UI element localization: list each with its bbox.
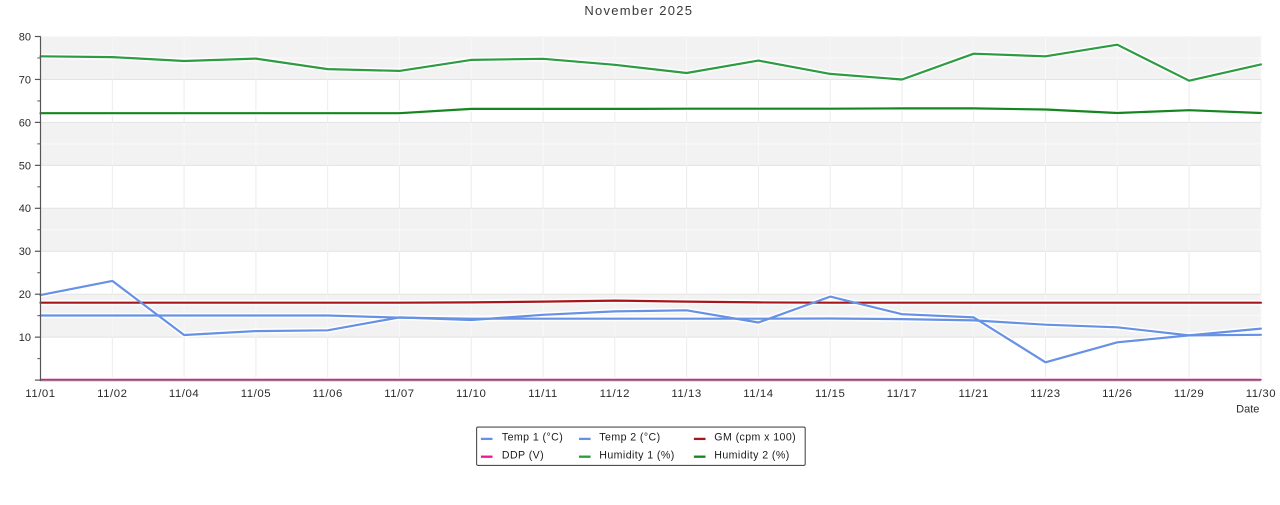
svg-text:November 2025: November 2025	[584, 3, 693, 18]
svg-text:11/05: 11/05	[241, 388, 271, 400]
svg-text:10: 10	[19, 332, 31, 344]
svg-text:11/07: 11/07	[384, 388, 414, 400]
svg-text:11/29: 11/29	[1174, 388, 1204, 400]
svg-text:11/30: 11/30	[1246, 388, 1276, 400]
svg-text:Temp 1 (°C): Temp 1 (°C)	[502, 432, 563, 444]
svg-text:DDP (V): DDP (V)	[502, 450, 544, 462]
svg-text:70: 70	[19, 74, 31, 86]
svg-text:GM (cpm x 100): GM (cpm x 100)	[714, 432, 796, 444]
svg-text:11/23: 11/23	[1030, 388, 1060, 400]
svg-text:Temp 2 (°C): Temp 2 (°C)	[599, 432, 660, 444]
svg-text:80: 80	[19, 31, 31, 43]
svg-text:20: 20	[19, 289, 31, 301]
svg-text:40: 40	[19, 203, 31, 215]
svg-text:Date: Date	[1236, 404, 1259, 416]
svg-text:11/04: 11/04	[169, 388, 199, 400]
svg-text:30: 30	[19, 246, 31, 258]
svg-text:11/06: 11/06	[312, 388, 342, 400]
svg-text:Humidity 2 (%): Humidity 2 (%)	[714, 450, 789, 462]
svg-text:11/13: 11/13	[671, 388, 701, 400]
svg-text:11/15: 11/15	[815, 388, 845, 400]
svg-text:60: 60	[19, 117, 31, 129]
svg-text:11/12: 11/12	[600, 388, 630, 400]
svg-text:11/21: 11/21	[958, 388, 988, 400]
svg-text:50: 50	[19, 160, 31, 172]
svg-text:11/10: 11/10	[456, 388, 486, 400]
svg-text:11/11: 11/11	[528, 388, 558, 400]
svg-text:11/26: 11/26	[1102, 388, 1132, 400]
svg-text:Humidity 1 (%): Humidity 1 (%)	[599, 450, 674, 462]
svg-text:11/01: 11/01	[25, 388, 55, 400]
svg-text:11/02: 11/02	[97, 388, 127, 400]
svg-text:11/14: 11/14	[743, 388, 773, 400]
svg-text:11/17: 11/17	[887, 388, 917, 400]
